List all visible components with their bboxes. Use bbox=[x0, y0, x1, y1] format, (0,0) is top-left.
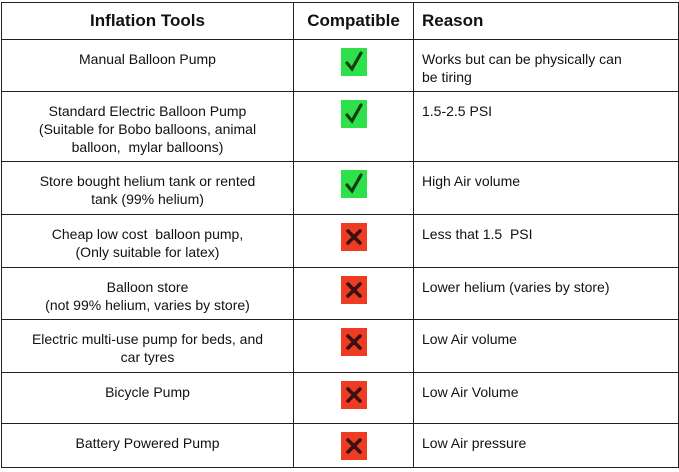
table-row: Manual Balloon Pump Works but can be phys… bbox=[1, 39, 679, 92]
tool-text: (Suitable for Bobo balloons, animal bbox=[38, 121, 257, 137]
tool-text: car tyres bbox=[120, 349, 175, 365]
tool-cell: Bicycle Pump bbox=[1, 372, 294, 424]
reason-cell: Less that 1.5 PSI bbox=[413, 214, 679, 268]
check-icon bbox=[340, 48, 367, 76]
compatible-cell bbox=[293, 372, 414, 424]
reason-text: Less that 1.5 PSI bbox=[422, 226, 533, 242]
compatible-cell bbox=[293, 267, 414, 320]
cross-icon bbox=[340, 276, 367, 304]
compatible-cell bbox=[293, 319, 414, 373]
tool-cell: Standard Electric Balloon Pump (Suitable … bbox=[1, 91, 294, 162]
compatible-cell bbox=[293, 423, 414, 468]
tool-text: Store bought helium tank or rented bbox=[39, 173, 256, 189]
tool-text: Battery Powered Pump bbox=[75, 435, 220, 451]
compatible-cell bbox=[293, 91, 414, 162]
tool-text: Standard Electric Balloon Pump bbox=[48, 103, 247, 119]
header-cell: Reason bbox=[413, 2, 679, 40]
tool-text: balloon, mylar balloons) bbox=[71, 139, 224, 155]
cross-icon bbox=[340, 432, 367, 460]
reason-text: Works but can be physically can bbox=[422, 51, 622, 67]
reason-cell: High Air volume bbox=[413, 161, 679, 215]
reason-cell: Works but can be physically can be tiring bbox=[413, 39, 679, 92]
reason-text: Low Air Volume bbox=[422, 384, 519, 400]
header-cell: Inflation Tools bbox=[1, 2, 294, 40]
reason-cell: Low Air pressure bbox=[413, 423, 679, 468]
table-row: Cheap low cost balloon pump, (Only suitab… bbox=[1, 214, 679, 268]
tool-cell: Battery Powered Pump bbox=[1, 423, 294, 468]
reason-text: be tiring bbox=[422, 69, 472, 85]
reason-text: Lower helium (varies by store) bbox=[422, 279, 610, 295]
tool-text: tank (99% helium) bbox=[91, 191, 204, 207]
tool-cell: Store bought helium tank or rented tank (… bbox=[1, 161, 294, 215]
table-row: Standard Electric Balloon Pump (Suitable … bbox=[1, 91, 679, 162]
table-body: Manual Balloon Pump Works but can be phys… bbox=[1, 39, 679, 468]
header-cell: Compatible bbox=[293, 2, 414, 40]
check-icon bbox=[340, 170, 367, 198]
table-row: Store bought helium tank or rented tank (… bbox=[1, 161, 679, 215]
tool-cell: Cheap low cost balloon pump, (Only suitab… bbox=[1, 214, 294, 268]
cross-icon bbox=[340, 223, 367, 251]
tool-cell: Electric multi-use pump for beds, and car… bbox=[1, 319, 294, 373]
tool-cell: Manual Balloon Pump bbox=[1, 39, 294, 92]
compatible-cell bbox=[293, 214, 414, 268]
reason-text: 1.5-2.5 PSI bbox=[422, 103, 493, 119]
table-row: Bicycle Pump Low Air Volume bbox=[1, 372, 679, 424]
reason-text: High Air volume bbox=[422, 173, 521, 189]
table-row: Balloon store (not 99% helium, varies by … bbox=[1, 267, 679, 320]
check-icon bbox=[340, 100, 367, 128]
tool-text: Bicycle Pump bbox=[105, 384, 190, 400]
reason-text: Low Air volume bbox=[422, 331, 517, 347]
cross-icon bbox=[340, 328, 367, 356]
table-row: Battery Powered Pump Low Air pressure bbox=[1, 423, 679, 468]
reason-text: Low Air pressure bbox=[422, 435, 527, 451]
compatible-cell bbox=[293, 39, 414, 92]
header-row: Inflation Tools Compatible Reason bbox=[1, 2, 679, 40]
reason-cell: 1.5-2.5 PSI bbox=[413, 91, 679, 162]
tool-cell: Balloon store (not 99% helium, varies by … bbox=[1, 267, 294, 320]
tool-text: (not 99% helium, varies by store) bbox=[45, 297, 250, 313]
tool-text: Manual Balloon Pump bbox=[79, 51, 216, 67]
tool-text: Balloon store bbox=[106, 279, 189, 295]
compatible-cell bbox=[293, 161, 414, 215]
reason-cell: Low Air volume bbox=[413, 319, 679, 373]
reason-cell: Lower helium (varies by store) bbox=[413, 267, 679, 320]
table-row: Electric multi-use pump for beds, and car… bbox=[1, 319, 679, 373]
cross-icon bbox=[340, 381, 367, 409]
tool-text: Electric multi-use pump for beds, and bbox=[31, 331, 264, 347]
tool-text: Cheap low cost balloon pump, bbox=[51, 226, 244, 242]
reason-cell: Low Air Volume bbox=[413, 372, 679, 424]
tool-text: (Only suitable for latex) bbox=[75, 244, 220, 260]
